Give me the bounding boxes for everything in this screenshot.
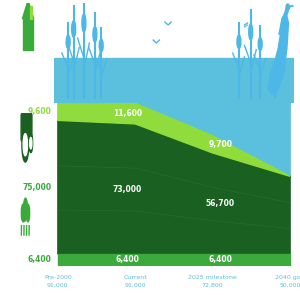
Text: 6,400: 6,400 xyxy=(116,255,140,264)
Ellipse shape xyxy=(72,21,76,37)
Ellipse shape xyxy=(258,37,262,50)
Polygon shape xyxy=(22,0,34,19)
Text: 72,800: 72,800 xyxy=(202,282,224,287)
Ellipse shape xyxy=(286,4,289,10)
Circle shape xyxy=(22,127,29,162)
Polygon shape xyxy=(58,120,290,254)
Bar xyxy=(23,19,33,50)
Ellipse shape xyxy=(99,39,103,52)
Circle shape xyxy=(26,204,30,222)
Polygon shape xyxy=(58,254,290,266)
Text: 6,400: 6,400 xyxy=(208,255,232,264)
Text: 9,700: 9,700 xyxy=(208,140,232,149)
Ellipse shape xyxy=(93,27,97,42)
Text: Current: Current xyxy=(123,275,147,280)
FancyBboxPatch shape xyxy=(21,114,32,141)
Ellipse shape xyxy=(237,35,241,49)
Text: 50,000: 50,000 xyxy=(279,282,300,287)
Bar xyxy=(54,58,294,103)
Text: 2040 goal: 2040 goal xyxy=(274,275,300,280)
Circle shape xyxy=(29,134,33,153)
Text: Pre-2000: Pre-2000 xyxy=(44,275,72,280)
Text: 11,600: 11,600 xyxy=(113,109,142,118)
Ellipse shape xyxy=(66,35,70,49)
Polygon shape xyxy=(58,103,290,176)
Ellipse shape xyxy=(249,24,253,40)
Ellipse shape xyxy=(82,14,86,32)
Text: 91,000: 91,000 xyxy=(124,282,146,287)
Bar xyxy=(30,6,32,19)
Text: 75,000: 75,000 xyxy=(22,183,52,192)
Text: 6,400: 6,400 xyxy=(28,255,52,264)
Text: 91,000: 91,000 xyxy=(47,282,69,287)
Circle shape xyxy=(23,198,28,218)
Circle shape xyxy=(21,204,25,222)
Polygon shape xyxy=(58,103,290,176)
Text: 73,000: 73,000 xyxy=(113,184,142,194)
Text: 56,700: 56,700 xyxy=(206,199,235,208)
Text: 2025 milestone: 2025 milestone xyxy=(188,275,237,280)
Polygon shape xyxy=(268,13,289,98)
Circle shape xyxy=(23,134,27,156)
Circle shape xyxy=(23,208,26,222)
Text: 9,600: 9,600 xyxy=(28,107,52,116)
Circle shape xyxy=(30,137,32,149)
